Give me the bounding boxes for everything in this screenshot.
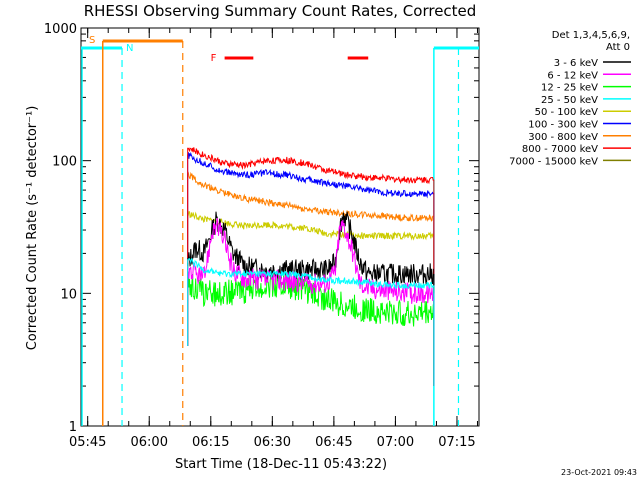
y-tick-label: 10 (60, 287, 77, 302)
legend-label: 800 - 7000 keV (522, 144, 598, 155)
x-tick-label: 06:15 (192, 435, 229, 450)
series-line-50-100-kev (187, 211, 434, 241)
legend-label: 300 - 800 keV (528, 132, 598, 143)
y-tick-label: 1 (69, 420, 77, 435)
series-line-100-300-kev (187, 151, 434, 199)
x-tick-label: 05:45 (69, 435, 106, 450)
series-line-6-12-kev (187, 218, 434, 304)
y-tick-label: 1000 (44, 22, 77, 37)
series-line-300-800-kev (187, 171, 434, 223)
y-axis-label: Corrected Count Rate (s⁻¹ detector⁻¹) (25, 106, 40, 351)
x-axis-label: Start Time (18-Dec-11 05:43:22) (175, 457, 387, 472)
footer-timestamp: 23-Oct-2021 09:43 (561, 468, 637, 477)
legend-label: 25 - 50 keV (541, 95, 598, 106)
night-label: N (126, 43, 133, 54)
x-tick-label: 06:30 (254, 435, 291, 450)
series-line-25-50-kev (187, 257, 434, 290)
plot-area: 1 10 100 1000 05:45 06:00 06:15 06:30 06:45 07:00… (44, 22, 480, 450)
x-tick-label: 07:00 (377, 435, 414, 450)
saa-label: S (89, 35, 95, 46)
legend-label: 3 - 6 keV (554, 58, 598, 69)
plot-frame (80, 27, 480, 427)
x-tick-label: 07:15 (438, 435, 475, 450)
y-tick-label: 100 (52, 155, 77, 170)
chart-title: RHESSI Observing Summary Count Rates, Co… (84, 2, 477, 20)
x-tick-label: 06:00 (131, 435, 168, 450)
legend-label: 50 - 100 keV (535, 107, 599, 118)
legend-header-line-2: Att 0 (606, 42, 630, 53)
series-line-800-7000-kev (187, 147, 434, 185)
legend-label: 12 - 25 keV (541, 83, 598, 94)
legend-header-line-1: Det 1,3,4,5,6,9, (552, 30, 630, 41)
series-line-3-6-kev (187, 211, 434, 286)
legend-label: 6 - 12 keV (547, 70, 598, 81)
legend-label: 100 - 300 keV (528, 120, 598, 131)
legend-label: 7000 - 15000 keV (509, 156, 598, 167)
x-tick-label: 06:45 (315, 435, 352, 450)
flare-label: F (211, 53, 217, 64)
